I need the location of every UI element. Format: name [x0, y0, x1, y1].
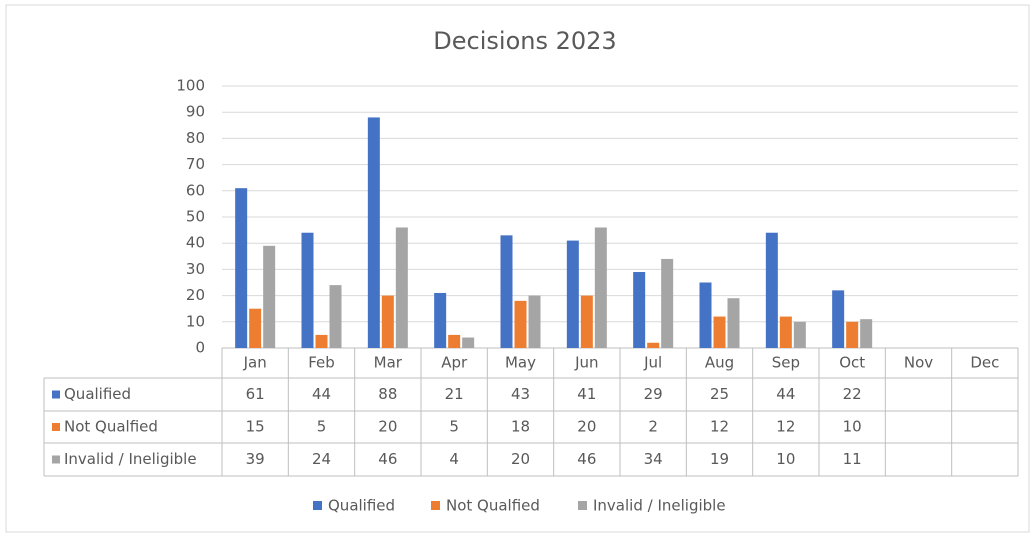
x-tick-label: May — [505, 354, 536, 372]
table-cell: 12 — [710, 418, 729, 436]
table-cell: 11 — [843, 450, 862, 468]
legend-label: Not Qualfied — [446, 497, 540, 515]
bar — [699, 282, 712, 348]
legend-key — [578, 501, 587, 510]
table-legend-key — [52, 455, 60, 464]
legend-key — [313, 501, 322, 510]
bar — [793, 321, 806, 348]
bar — [528, 295, 541, 348]
table-cell: 46 — [577, 450, 596, 468]
bar — [395, 227, 408, 348]
x-tick-label: Jun — [574, 354, 598, 372]
y-tick-label: 30 — [186, 260, 205, 278]
y-tick-label: 80 — [186, 129, 205, 147]
y-tick-label: 100 — [176, 77, 205, 95]
bar — [235, 188, 248, 348]
bar — [249, 308, 262, 348]
x-tick-label: Apr — [441, 354, 468, 372]
y-tick-label: 10 — [186, 312, 205, 330]
x-tick-label: Jan — [243, 354, 267, 372]
table-cell: 19 — [710, 450, 729, 468]
table-cell: 12 — [776, 418, 795, 436]
y-tick-label: 20 — [186, 286, 205, 304]
bar — [765, 232, 778, 348]
table-cell: 44 — [312, 385, 331, 403]
bar — [594, 227, 607, 348]
table-cell: 44 — [776, 385, 795, 403]
table-cell: 61 — [246, 385, 265, 403]
table-cell: 39 — [246, 450, 265, 468]
table-cell: 34 — [644, 450, 663, 468]
y-tick-label: 70 — [186, 155, 205, 173]
y-tick-label: 90 — [186, 103, 205, 121]
x-tick-label: Mar — [374, 354, 403, 372]
bar — [301, 232, 314, 348]
bar — [713, 316, 726, 348]
chart-area — [5, 4, 1030, 533]
y-tick-label: 50 — [186, 208, 205, 226]
table-cell: 88 — [378, 385, 397, 403]
bar — [263, 245, 276, 348]
legend-key — [431, 501, 440, 510]
bar — [647, 342, 660, 348]
table-cell: 43 — [511, 385, 530, 403]
bar — [381, 295, 394, 348]
bar — [633, 272, 646, 348]
table-cell: 24 — [312, 450, 331, 468]
table-cell: 21 — [445, 385, 464, 403]
table-cell: 18 — [511, 418, 530, 436]
x-tick-label: Oct — [839, 354, 865, 372]
bar — [779, 316, 792, 348]
x-tick-label: Jul — [643, 354, 662, 372]
table-cell: 41 — [577, 385, 596, 403]
table-legend-key — [52, 390, 60, 399]
legend-label: Invalid / Ineligible — [593, 497, 726, 515]
y-tick-label: 60 — [186, 181, 205, 199]
table-cell: 5 — [449, 418, 459, 436]
x-tick-label: Feb — [308, 354, 335, 372]
bar — [434, 292, 447, 348]
bar — [580, 295, 593, 348]
legend-label: Qualified — [328, 497, 395, 515]
table-cell: 2 — [648, 418, 658, 436]
table-cell: 46 — [378, 450, 397, 468]
x-tick-label: Nov — [904, 354, 933, 372]
table-legend-key — [52, 423, 60, 431]
bar — [500, 235, 513, 348]
table-cell: 20 — [577, 418, 596, 436]
bar — [860, 319, 873, 348]
bar — [315, 334, 328, 348]
bar — [727, 298, 740, 348]
x-tick-label: Dec — [970, 354, 999, 372]
table-cell: 20 — [511, 450, 530, 468]
table-cell: 29 — [644, 385, 663, 403]
table-cell: 22 — [843, 385, 862, 403]
bar — [661, 258, 674, 348]
table-cell: 20 — [378, 418, 397, 436]
x-tick-label: Aug — [705, 354, 734, 372]
bar — [846, 321, 859, 348]
x-tick-label: Sep — [772, 354, 800, 372]
table-cell: 15 — [246, 418, 265, 436]
y-tick-label: 40 — [186, 234, 205, 252]
bar — [329, 285, 342, 348]
bar — [367, 117, 380, 348]
table-row-label: Qualified — [64, 385, 131, 403]
table-row-label: Invalid / Ineligible — [64, 450, 197, 468]
table-cell: 4 — [449, 450, 459, 468]
chart-title: Decisions 2023 — [433, 27, 616, 55]
y-tick-label: 0 — [195, 339, 205, 357]
bar — [448, 334, 461, 348]
table-cell: 5 — [317, 418, 327, 436]
table-row-label: Not Qualfied — [64, 418, 158, 436]
table-cell: 25 — [710, 385, 729, 403]
table-cell: 10 — [776, 450, 795, 468]
table-cell: 10 — [843, 418, 862, 436]
bar — [462, 337, 475, 348]
bar — [832, 290, 845, 348]
bar — [514, 300, 527, 348]
bar — [566, 240, 579, 348]
